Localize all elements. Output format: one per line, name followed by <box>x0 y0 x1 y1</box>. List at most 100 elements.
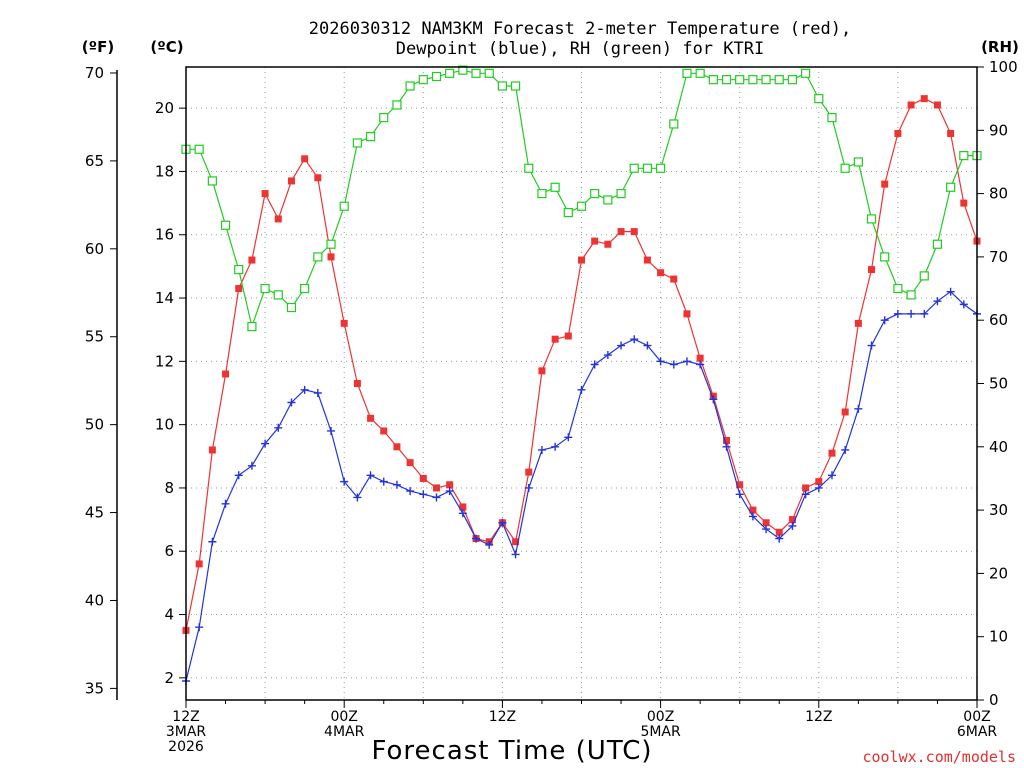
rh-point <box>721 75 732 85</box>
dewpoint-point <box>735 490 744 499</box>
fahrenheit-tick-label: 70 <box>85 64 104 82</box>
dewpoint-point <box>696 360 705 369</box>
dewpoint-point <box>353 493 362 502</box>
rh-point <box>761 75 771 85</box>
temperature-point <box>881 180 889 188</box>
fahrenheit-tick-label: 40 <box>85 591 104 609</box>
dewpoint-point <box>287 398 296 407</box>
dewpoint-point <box>445 487 454 496</box>
dewpoint-point <box>472 534 481 543</box>
rh-point <box>932 239 943 249</box>
temperature-point <box>512 538 520 546</box>
celsius-tick-label: 10 <box>155 416 174 434</box>
dewpoint-point <box>234 471 243 480</box>
rh-point <box>801 68 811 78</box>
dewpoint-point <box>340 477 349 486</box>
rh-point <box>906 290 916 300</box>
fahrenheit-tick-label: 50 <box>85 416 104 434</box>
temperature-point <box>248 256 256 264</box>
rh-tick-label: 40 <box>989 438 1008 456</box>
rh-point <box>273 290 283 300</box>
dewpoint-point <box>458 509 467 518</box>
temperature-point <box>235 285 243 293</box>
fahrenheit-tick-label: 55 <box>85 328 104 346</box>
celsius-tick-label: 12 <box>155 352 174 370</box>
fahrenheit-tick-label: 45 <box>85 504 104 522</box>
fahrenheit-tick-label: 35 <box>85 679 104 697</box>
dewpoint-point <box>959 300 968 309</box>
temperature-point <box>762 519 770 527</box>
rh-tick-label: 100 <box>989 58 1018 76</box>
dewpoint-point <box>827 471 836 480</box>
dewpoint-point <box>564 433 573 442</box>
celsius-tick-label: 18 <box>155 162 174 180</box>
rh-point <box>510 81 521 91</box>
dewpoint-point <box>920 309 929 318</box>
dewpoint-point <box>327 426 336 435</box>
rh-point <box>352 138 362 148</box>
temperature-point <box>854 319 862 327</box>
temperature-point <box>802 484 810 492</box>
dewpoint-point <box>392 480 401 489</box>
dewpoint-point <box>551 442 560 451</box>
temperature-point <box>920 95 928 103</box>
rh-point <box>669 119 679 129</box>
temperature-point <box>736 481 744 489</box>
rh-point <box>458 65 468 75</box>
time-tick-label: 6MAR <box>957 724 998 740</box>
dewpoint-point <box>485 540 494 549</box>
dewpoint-point <box>907 309 916 318</box>
celsius-tick-label: 4 <box>164 606 174 624</box>
dewpoint-point <box>603 351 612 360</box>
dewpoint-point <box>247 461 256 470</box>
temperature-point <box>775 528 783 536</box>
rh-point <box>959 151 969 161</box>
rh-point <box>497 81 507 91</box>
temperature-point <box>630 228 638 236</box>
temperature-point <box>670 275 678 283</box>
rh-point <box>220 220 231 230</box>
plot-frame <box>185 66 978 701</box>
celsius-tick-label: 16 <box>155 226 174 244</box>
time-tick-label: 12Z <box>172 709 199 725</box>
dewpoint-point <box>313 388 322 397</box>
dewpoint-point <box>748 512 757 521</box>
temperature-point <box>406 459 414 467</box>
dewpoint-point <box>406 487 415 496</box>
rh-point <box>300 283 310 294</box>
time-tick-label: 00Z <box>647 709 674 725</box>
rh-point <box>365 132 376 142</box>
time-tick-label: 00Z <box>330 709 357 725</box>
rh-point <box>946 182 956 192</box>
dewpoint-point <box>762 525 771 534</box>
dewpoint-point <box>261 439 270 448</box>
rh-point <box>655 163 666 173</box>
temperature-point <box>643 256 651 264</box>
temperature-point <box>894 129 902 137</box>
temperature-point <box>841 408 849 416</box>
temperature-point <box>340 319 348 327</box>
dewpoint-point <box>630 335 639 344</box>
temperature-point <box>393 443 401 451</box>
dewpoint-point <box>933 297 942 306</box>
rh-point <box>418 75 428 85</box>
rh-point <box>682 68 692 78</box>
rh-point <box>392 100 402 110</box>
x-axis-label: Forecast Time (UTC) <box>371 736 652 766</box>
rh-point <box>326 239 336 249</box>
rh-point <box>840 163 850 173</box>
rh-tick-label: 80 <box>989 185 1008 203</box>
dewpoint-point <box>208 537 217 546</box>
temperature-point <box>564 332 572 340</box>
dewpoint-point <box>379 477 388 486</box>
temperature-point <box>525 468 533 476</box>
dewpoint-point <box>577 385 586 394</box>
rh-point <box>339 201 349 211</box>
temperature-point <box>446 481 454 489</box>
temperature-point <box>380 427 388 435</box>
dewpoint-point <box>880 316 889 325</box>
rh-point <box>207 176 217 186</box>
rh-tick-label: 50 <box>989 375 1008 393</box>
rh-point <box>629 163 639 173</box>
